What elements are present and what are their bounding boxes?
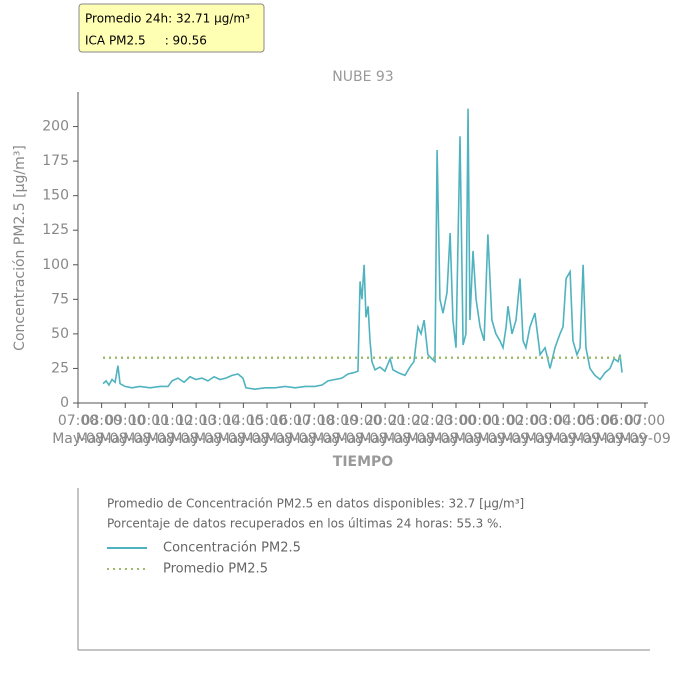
x-tick-label: 19:00 May-08 [335,413,388,447]
x-tick-label: 16:00 May-08 [264,413,317,447]
y-tick-label: 50 [51,326,69,342]
y-axis-label: Concentración PM2.5 [μg/m³] [12,145,28,351]
x-tick-label: 05:00 May-09 [571,413,624,447]
y-tick-label: 150 [42,188,69,204]
tooltip-line: Promedio 24h: 32.71 μg/m³ [85,12,250,26]
x-tick-label: 15:00 May-08 [241,413,293,447]
x-tick-label: 03:00 May-09 [524,413,577,447]
x-tick-label: 12:00 May-08 [170,413,222,447]
x-tick-label: 23:00 May-08 [430,413,482,447]
x-tick-label: 00:00 May-09 [453,413,506,447]
x-tick-label: 20:00 May-08 [359,413,411,447]
x-axis-label: TIEMPO [333,454,394,470]
y-tick-label: 0 [60,395,69,411]
legend-label: Concentración PM2.5 [163,541,301,556]
x-tick-label: 07:00 May-09 [619,413,671,447]
legend-label: Promedio PM2.5 [163,562,268,577]
note: Porcentaje de datos recuperados en los ú… [107,517,502,531]
y-tick-label: 75 [51,291,69,307]
y-tick-label: 125 [42,222,69,238]
x-tick-label: 09:00 May-08 [99,413,152,447]
x-tick-label: 08:00 May-08 [75,413,128,447]
tooltip-line: ICA PM2.5 : 90.56 [85,34,207,48]
x-tick-label: 18:00 May-08 [312,413,364,447]
x-tick-label: 21:00 May-08 [382,413,435,447]
x-tick-label: 04:00 May-09 [548,413,600,447]
x-tick-label: 13:00 May-08 [193,413,246,447]
x-tick-label: 11:00 May-08 [146,413,199,447]
note: Promedio de Concentración PM2.5 en datos… [107,497,524,511]
y-tick-label: 100 [42,257,69,273]
y-tick-label: 25 [51,360,69,376]
chart-title: NUBE 93 [332,69,393,85]
tooltip-box [78,3,265,53]
x-tick-label: 22:00 May-08 [406,413,459,447]
x-tick-label: 02:00 May-09 [501,413,553,447]
x-tick-label: 14:00 May-08 [217,413,270,447]
x-tick-label: 17:00 May-08 [288,413,341,447]
series-line [102,108,623,390]
x-tick-label: 06:00 May-09 [595,413,648,447]
y-tick-label: 200 [42,119,69,135]
x-tick-label: 10:00 May-08 [123,413,175,447]
x-tick-label: 07:00 May-08 [52,413,104,447]
x-tick-label: 01:00 May-09 [477,413,530,447]
y-tick-label: 175 [42,153,69,169]
